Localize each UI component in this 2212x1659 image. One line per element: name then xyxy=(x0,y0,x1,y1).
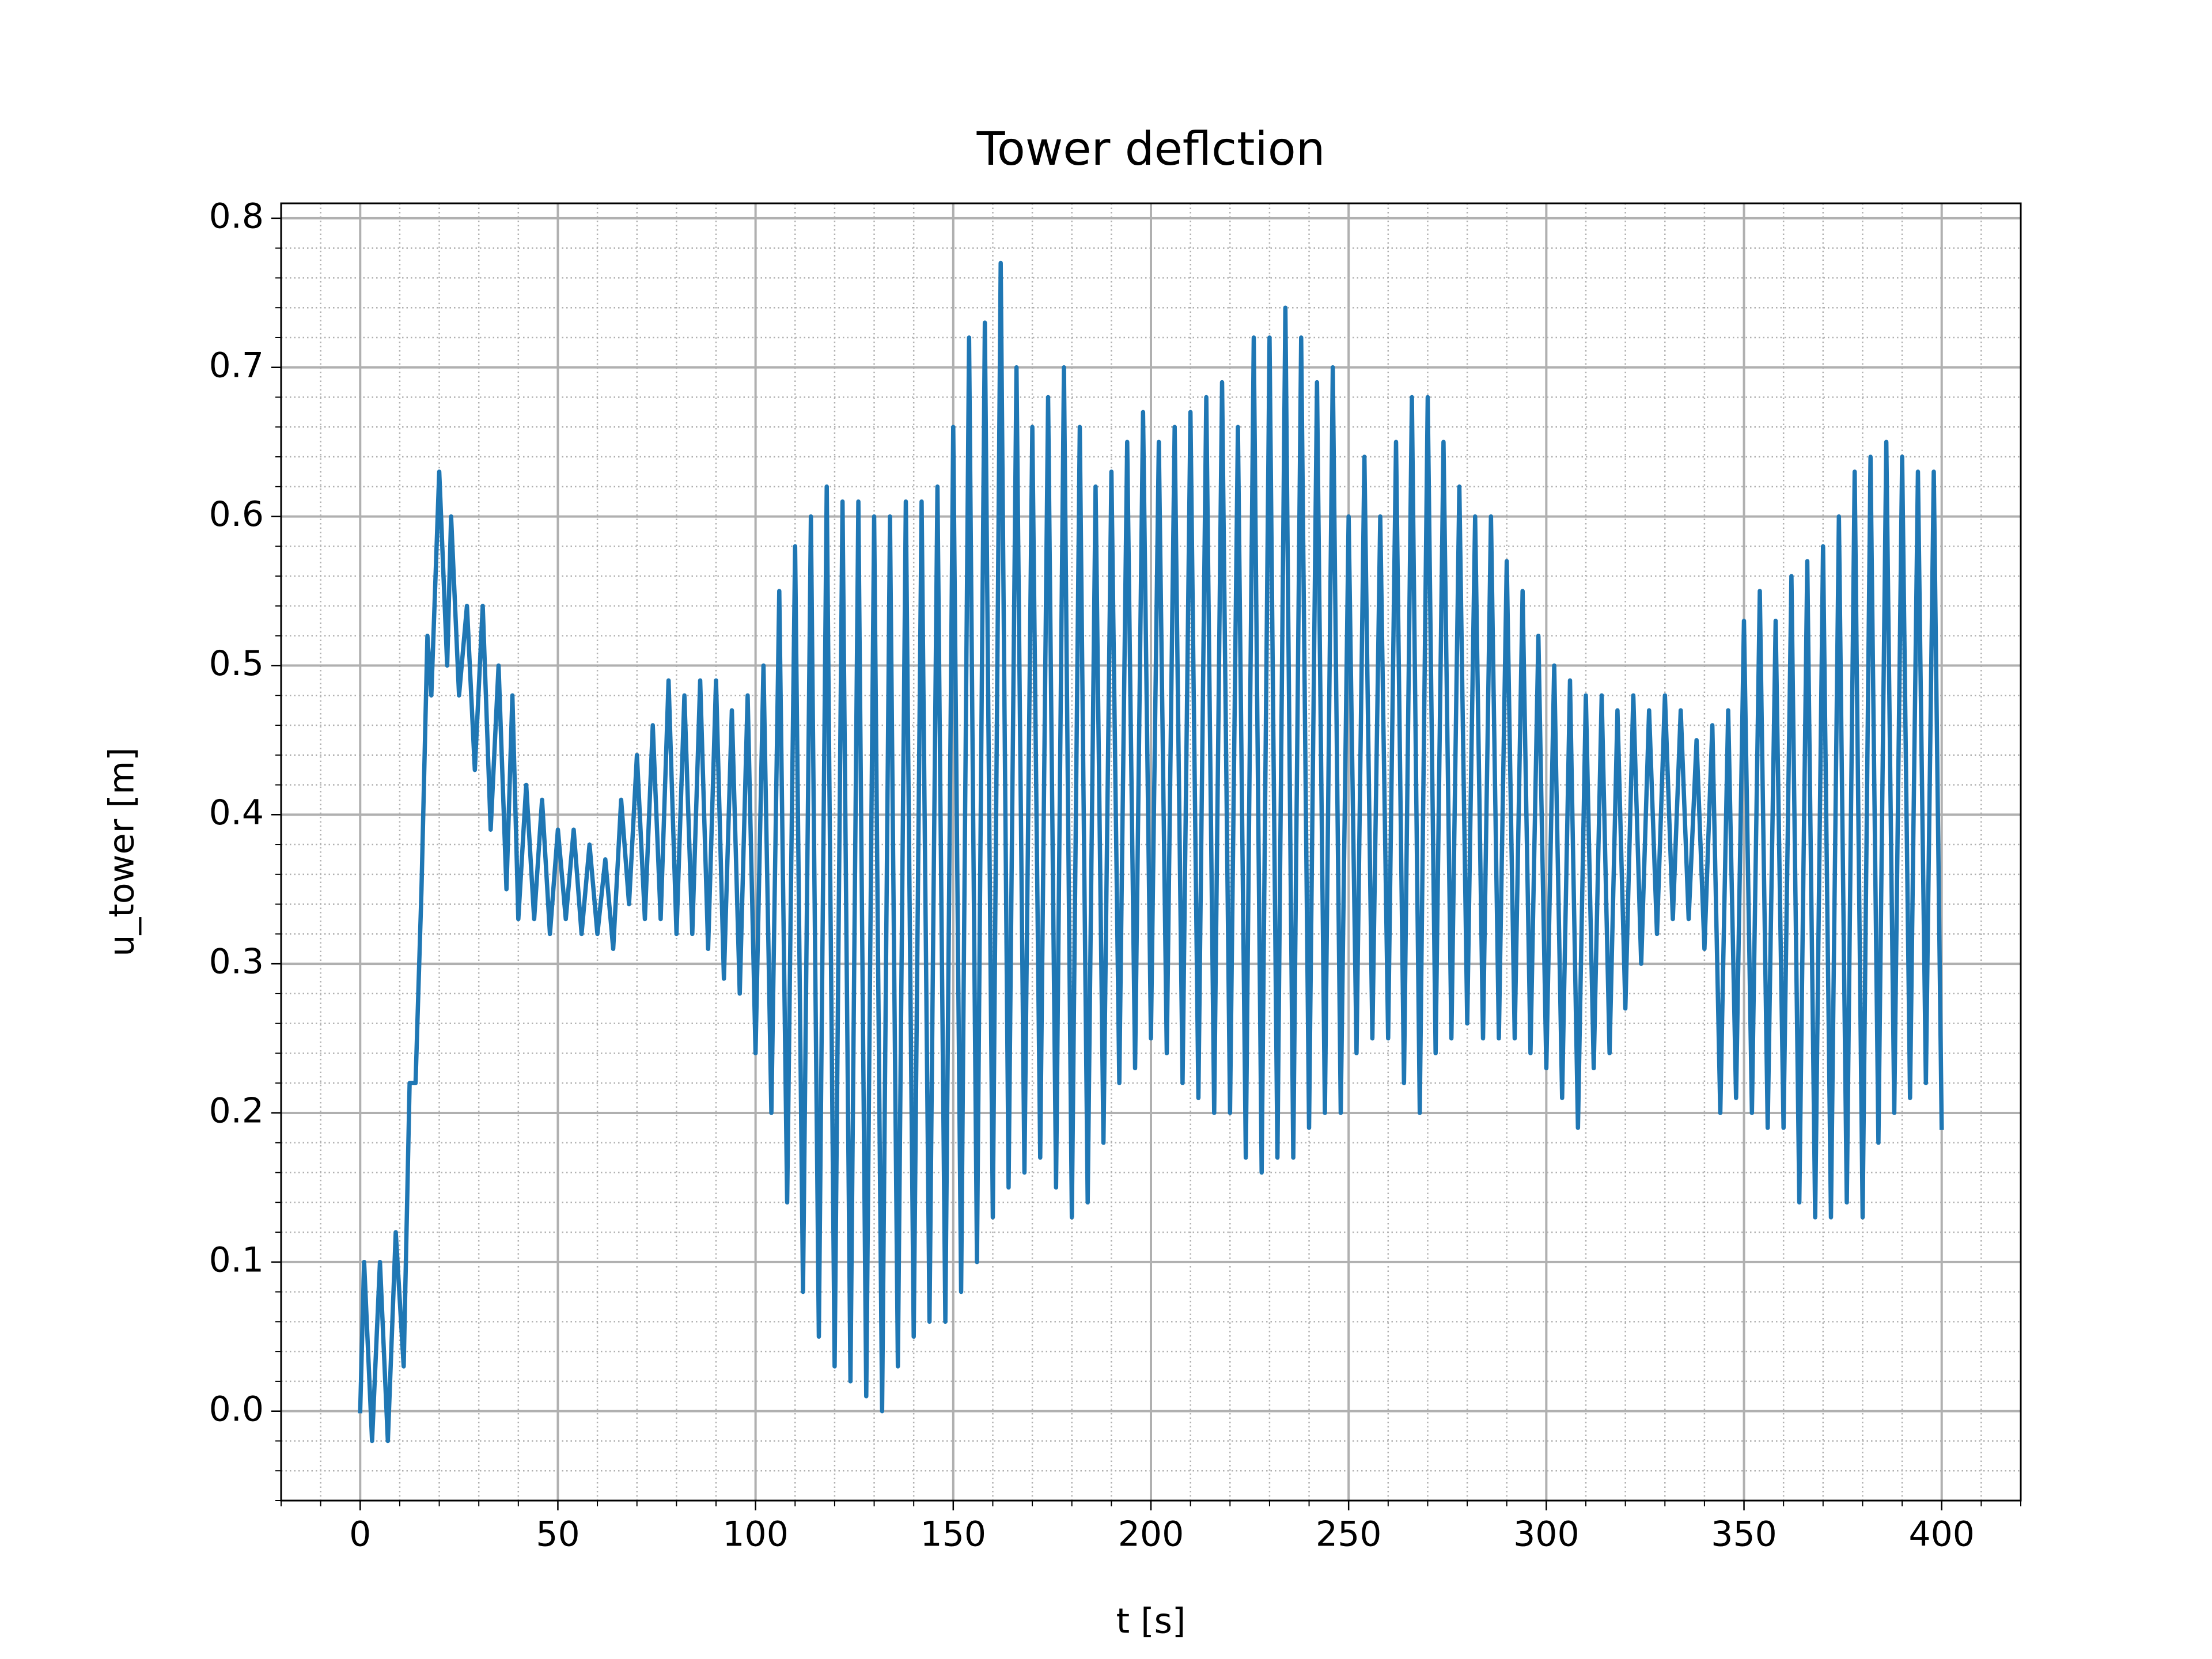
y-tick-label: 0.5 xyxy=(209,643,264,684)
x-tick-label: 250 xyxy=(1316,1514,1382,1555)
y-tick-label: 0.1 xyxy=(209,1240,264,1280)
x-tick-label: 300 xyxy=(1513,1514,1580,1555)
chart-title: Tower deflction xyxy=(976,122,1325,176)
y-tick-label: 0.0 xyxy=(209,1389,264,1429)
y-tick-label: 0.7 xyxy=(209,345,264,385)
x-tick-label: 100 xyxy=(722,1514,789,1555)
y-tick-label: 0.3 xyxy=(209,942,264,982)
x-tick-label: 350 xyxy=(1711,1514,1777,1555)
x-axis-label: t [s] xyxy=(1116,1601,1186,1642)
y-axis-label: u_tower [m] xyxy=(102,747,142,956)
x-tick-label: 400 xyxy=(1908,1514,1975,1555)
axes-frame xyxy=(280,202,2022,1502)
y-tick-label: 0.4 xyxy=(209,793,264,833)
x-tick-label: 50 xyxy=(536,1514,579,1555)
y-tick-label: 0.6 xyxy=(209,494,264,535)
data-line xyxy=(358,260,1944,1444)
x-tick-label: 150 xyxy=(921,1514,987,1555)
y-tick-label: 0.8 xyxy=(209,196,264,236)
x-tick-label: 0 xyxy=(349,1514,371,1555)
y-tick-label: 0.2 xyxy=(209,1091,264,1131)
x-tick-label: 200 xyxy=(1118,1514,1184,1555)
